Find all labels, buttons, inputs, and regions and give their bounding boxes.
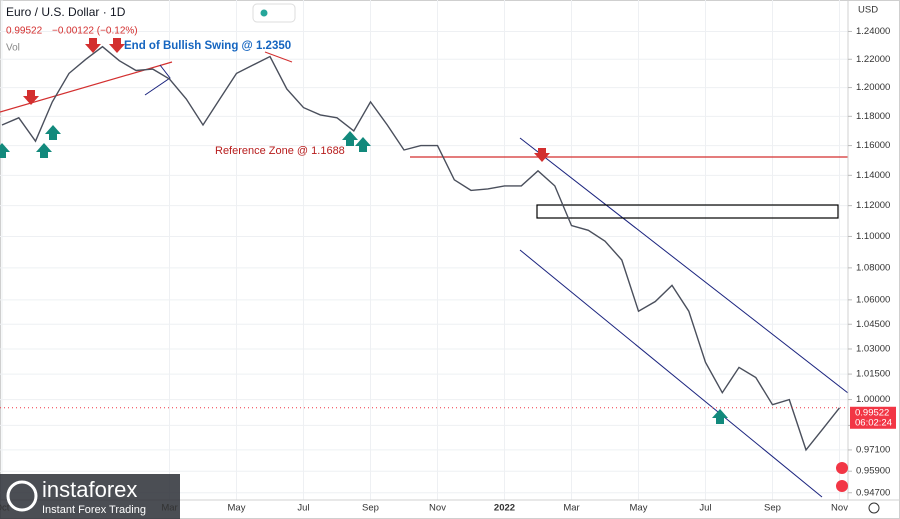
x-tick-label: May xyxy=(630,503,648,514)
countdown: 06:02:24 xyxy=(855,417,892,428)
logo-tagline: Instant Forex Trading xyxy=(42,504,146,516)
y-tick-label: 1.01500 xyxy=(856,369,890,380)
y-tick-label: 1.10000 xyxy=(856,231,890,242)
y-tick-label: 0.95900 xyxy=(856,466,890,477)
annotation: End of Bullish Swing @ 1.2350 xyxy=(124,40,291,52)
x-tick-label: Jul xyxy=(297,503,309,514)
event-icon xyxy=(836,462,848,474)
x-tick-label: Mar xyxy=(161,503,177,514)
buy-arrow xyxy=(342,131,358,146)
currency: USD xyxy=(858,5,878,16)
y-tick-label: 1.16000 xyxy=(856,140,890,151)
x-tick-label: May xyxy=(228,503,246,514)
buy-arrow xyxy=(45,125,61,140)
y-tick-label: 1.18000 xyxy=(856,111,890,122)
buy-arrows xyxy=(0,125,728,424)
y-tick-label: 1.22000 xyxy=(856,54,890,65)
y-tick-label: 0.94700 xyxy=(856,487,890,498)
settings-icon[interactable] xyxy=(868,502,880,514)
y-tick-label: 1.04500 xyxy=(856,319,890,330)
y-tick-label: 1.06000 xyxy=(856,294,890,305)
plot xyxy=(0,45,848,452)
volume-label: Vol xyxy=(6,43,20,54)
price-label: 0.99522 xyxy=(855,407,889,418)
annotation: Reference Zone @ 1.1688 xyxy=(215,145,345,157)
buy-arrow xyxy=(0,143,10,158)
x-tick-label: 2022 xyxy=(494,503,515,514)
price-line xyxy=(1,45,841,452)
y-tick-label: 0.97100 xyxy=(856,444,890,455)
logo-bg xyxy=(0,474,180,519)
x-tick-label: Oct xyxy=(0,503,10,514)
channel-lower xyxy=(519,249,823,498)
x-tick-label: Nov xyxy=(831,503,848,514)
header-price: 0.99522 xyxy=(6,26,43,37)
sell-arrow xyxy=(109,38,125,53)
symbol: Euro / U.S. Dollar · 1D xyxy=(6,5,126,19)
sell-arrow xyxy=(85,38,101,53)
y-tick-label: 1.03000 xyxy=(856,343,890,354)
x-tick-label: Sep xyxy=(764,503,781,514)
sell-arrows xyxy=(23,38,550,162)
sell-arrow xyxy=(534,148,550,162)
status-dot xyxy=(260,9,268,17)
x-tick-label: Mar xyxy=(563,503,579,514)
y-tick-label: 1.00000 xyxy=(856,394,890,405)
logo-icon xyxy=(6,480,38,512)
y-tick-label: 1.08000 xyxy=(856,262,890,273)
swing-line xyxy=(264,51,293,63)
y-tick-label: 1.20000 xyxy=(856,82,890,93)
channel-upper xyxy=(519,137,849,394)
buy-arrow xyxy=(355,137,371,152)
status-badge xyxy=(252,3,296,23)
logo-name: instaforex xyxy=(42,477,137,502)
zone-box xyxy=(536,204,839,219)
buy-arrow xyxy=(36,143,52,158)
event-icon xyxy=(836,480,848,492)
x-tick-label: Jul xyxy=(699,503,711,514)
y-tick-label: 1.24000 xyxy=(856,26,890,37)
buy-arrow xyxy=(712,409,728,424)
wedge xyxy=(144,64,171,96)
grid xyxy=(0,0,848,500)
y-tick-label: 1.12000 xyxy=(856,200,890,211)
sell-arrow xyxy=(23,90,39,105)
x-tick-label: Sep xyxy=(362,503,379,514)
price-label-bg xyxy=(850,406,896,429)
price-change: −0.00122 (−0.12%) xyxy=(52,26,138,37)
x-tick-label: Nov xyxy=(429,503,446,514)
y-tick-label: 1.14000 xyxy=(856,170,890,181)
